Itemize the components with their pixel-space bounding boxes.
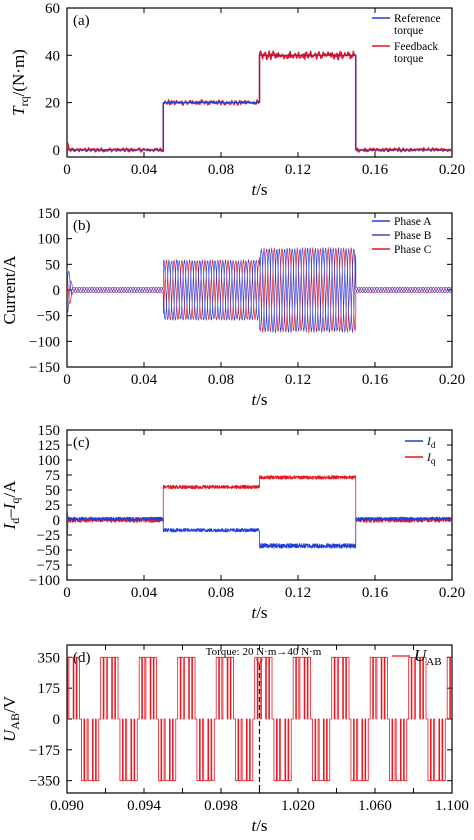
x-tick-label: 0.08 bbox=[208, 372, 234, 388]
x-axis-label: t/s bbox=[251, 603, 267, 622]
legend-label: Iq bbox=[426, 452, 436, 466]
y-tick-label: −75 bbox=[37, 558, 60, 574]
series-uab bbox=[67, 656, 452, 782]
series-iq bbox=[67, 475, 452, 538]
legend-label: torque bbox=[394, 53, 423, 65]
y-tick-label: 0 bbox=[53, 283, 61, 299]
panel-a-torque: 0 0.04 0.08 0.12 0.16 0.20 0 20 40 60 (a) t/s Trq/(N… bbox=[9, 1, 465, 199]
y-axis-label: UAB/V bbox=[0, 695, 22, 742]
legend-label: UAB bbox=[414, 646, 442, 668]
x-tick-label: 0 bbox=[63, 372, 71, 388]
plot-area bbox=[67, 50, 452, 157]
x-tick-label: 0.04 bbox=[131, 585, 158, 601]
panel-d-line-voltage: 0.090 0.094 0.098 1.020 1.060 1.100 −350 −175 0 1… bbox=[0, 644, 469, 835]
y-tick-label: −100 bbox=[29, 334, 60, 350]
plot-frame bbox=[66, 429, 453, 581]
panel-b-current: 0 0.04 0.08 0.12 0.16 0.20 −150 −100 −50 0 50 100 15… bbox=[0, 206, 465, 409]
legend-label: Phase B bbox=[394, 230, 432, 242]
x-tick-label: 0.12 bbox=[285, 585, 311, 601]
x-tick-label: 0.098 bbox=[204, 798, 238, 814]
x-tick-label: 0.16 bbox=[362, 162, 389, 178]
y-tick-label: 20 bbox=[45, 96, 60, 112]
series-reference-torque bbox=[67, 54, 452, 151]
y-tick-label: 25 bbox=[45, 498, 60, 514]
y-tick-label: 150 bbox=[38, 206, 61, 222]
y-tick-label: 175 bbox=[38, 681, 61, 697]
panel-label: (c) bbox=[73, 435, 90, 451]
x-tick-label: 1.060 bbox=[358, 798, 392, 814]
plot-frame bbox=[66, 644, 453, 794]
x-axis-label: t/s bbox=[251, 816, 267, 835]
panel-label: (d) bbox=[73, 650, 91, 666]
y-tick-label: 0 bbox=[53, 513, 61, 529]
y-tick-label: 0 bbox=[53, 143, 61, 159]
x-tick-label: 0.04 bbox=[131, 372, 158, 388]
y-tick-label: −50 bbox=[37, 543, 60, 559]
y-tick-label: 100 bbox=[38, 232, 61, 248]
x-tick-label: 0 bbox=[63, 162, 71, 178]
legend-label: torque bbox=[394, 25, 423, 37]
y-tick-label: 0 bbox=[53, 712, 61, 728]
x-tick-label: 0.094 bbox=[127, 798, 161, 814]
legend-label: Feedback bbox=[394, 41, 438, 53]
x-tick-label: 1.100 bbox=[435, 798, 469, 814]
legend-label: Phase A bbox=[394, 216, 432, 228]
x-tick-label: 0.12 bbox=[285, 372, 311, 388]
panel-label: (a) bbox=[73, 13, 90, 29]
y-tick-label: 60 bbox=[45, 1, 60, 17]
y-axis-label: Current/A bbox=[0, 255, 19, 325]
x-axis-label: t/s bbox=[251, 180, 267, 199]
y-tick-label: 40 bbox=[45, 48, 60, 64]
series-phase-c bbox=[67, 247, 452, 334]
y-tick-label: 75 bbox=[45, 468, 60, 484]
x-tick-label: 0.08 bbox=[208, 162, 234, 178]
y-tick-label: −50 bbox=[37, 309, 60, 325]
x-tick-label: 0.04 bbox=[131, 162, 158, 178]
plot-area bbox=[67, 656, 452, 782]
annotation-text: Torque: 20 N·m→40 N·m bbox=[206, 646, 322, 658]
y-axis-label: Id–Iq/A bbox=[0, 480, 22, 531]
x-tick-label: 1.020 bbox=[281, 798, 315, 814]
x-tick-label: 0.08 bbox=[208, 585, 234, 601]
panel-label: (b) bbox=[73, 218, 91, 234]
x-tick-label: 0.20 bbox=[439, 372, 465, 388]
y-tick-label: −25 bbox=[37, 528, 60, 544]
plot-area bbox=[67, 475, 452, 549]
annotation-arrow bbox=[256, 658, 263, 667]
x-tick-label: 0.090 bbox=[50, 798, 84, 814]
y-tick-label: 50 bbox=[45, 257, 60, 273]
y-tick-label: −350 bbox=[29, 774, 60, 790]
x-tick-label: 0.16 bbox=[362, 372, 389, 388]
legend-label: Reference bbox=[394, 13, 441, 25]
legend-label: Id bbox=[426, 436, 436, 450]
x-tick-label: 0.12 bbox=[285, 162, 311, 178]
y-tick-label: 50 bbox=[45, 483, 60, 499]
plot-frame bbox=[66, 7, 453, 158]
y-tick-label: 350 bbox=[38, 650, 61, 666]
panel-c-dq-current: 0 0.04 0.08 0.12 0.16 0.20−100−75−50−25025507… bbox=[0, 423, 465, 622]
y-tick-label: 150 bbox=[38, 423, 61, 439]
x-tick-label: 0 bbox=[63, 585, 71, 601]
y-tick-label: 100 bbox=[38, 453, 61, 469]
series-phase-a bbox=[67, 247, 452, 333]
legend-label: Phase C bbox=[394, 244, 432, 256]
x-tick-label: 0.20 bbox=[439, 585, 465, 601]
y-tick-label: −175 bbox=[29, 743, 60, 759]
y-tick-label: 125 bbox=[38, 438, 61, 454]
y-tick-label: −150 bbox=[29, 360, 60, 376]
plot-area bbox=[67, 247, 452, 334]
series-id bbox=[67, 486, 452, 549]
y-axis-label: Trq/(N·m) bbox=[9, 49, 31, 116]
y-tick-label: −100 bbox=[29, 573, 60, 589]
x-axis-label: t/s bbox=[251, 390, 267, 409]
x-tick-label: 0.20 bbox=[439, 162, 465, 178]
series-phase-b bbox=[67, 247, 452, 334]
x-tick-label: 0.16 bbox=[362, 585, 389, 601]
